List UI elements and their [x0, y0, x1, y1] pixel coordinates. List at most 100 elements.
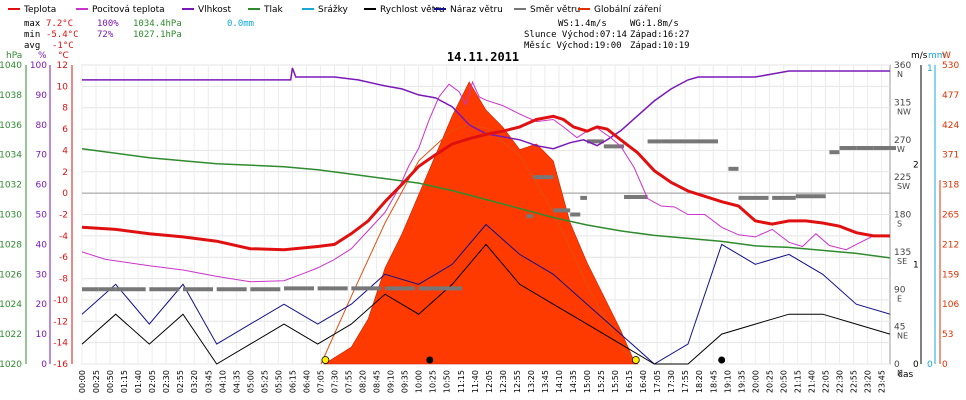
dir-name-label: W	[897, 145, 905, 154]
x-tick-label: 18:20	[695, 370, 704, 393]
dir-tick-label: 90	[894, 285, 906, 295]
hpa-tick-label: 1030	[0, 211, 22, 221]
stats-block: max 7.2°C 100% 1034.4hPa 0.0mm min -5.4°…	[24, 19, 254, 51]
x-tick-label: 05:25	[260, 370, 269, 393]
info-ws: WS:1.4m/s	[558, 19, 607, 29]
dir-name-label: NE	[897, 332, 908, 341]
x-tick-label: 15:50	[611, 370, 620, 393]
c-tick-label: -6	[59, 253, 68, 263]
x-tick-label: 08:20	[359, 370, 368, 393]
c-axis-label: °C	[58, 51, 69, 61]
dir-tick-label: 180	[894, 211, 911, 221]
hpa-tick-label: 1040	[0, 61, 22, 71]
ms-axis-label: m/s	[911, 51, 928, 61]
x-tick-label: 06:15	[288, 370, 297, 393]
legend: Teplota Pocitová teplota Vlhkost Tlak Srážky…	[8, 5, 662, 15]
stats-avg-label: avg	[24, 41, 40, 51]
pct-tick-label: 40	[36, 240, 48, 250]
dir-name-label: E	[897, 294, 902, 303]
x-tick-label: 02:30	[162, 370, 171, 393]
w-tick-label: 159	[942, 270, 959, 280]
series-solar-radiation	[323, 81, 639, 365]
w-axis-label: W	[942, 51, 951, 61]
x-tick-label: 22:30	[836, 370, 845, 393]
pct-tick-label: 80	[36, 121, 48, 131]
series-pressure	[81, 147, 891, 259]
series-clear-sky	[320, 124, 638, 365]
c-tick-label: -10	[53, 296, 68, 306]
x-tick-label: 19:35	[737, 370, 746, 393]
x-tick-label: 00:00	[78, 370, 87, 393]
stats-min-temp: -5.4°C	[46, 30, 79, 40]
x-tick-label: 16:40	[639, 370, 648, 393]
x-tick-label: 16:15	[625, 370, 634, 393]
x-tick-label: 12:55	[513, 370, 522, 393]
series-feels-like	[81, 80, 891, 283]
chart-title: 14.11.2011	[447, 50, 519, 64]
dir-tick-label: 135	[894, 248, 911, 258]
info-moon: Měsíc Východ:19:00	[524, 41, 622, 51]
ms-tick-label: 2	[913, 161, 919, 171]
pct-axis-label: %	[38, 51, 47, 61]
x-tick-label: 15:00	[583, 370, 592, 393]
pct-tick-label: 70	[36, 151, 48, 161]
mm-tick-label: 1	[927, 64, 933, 74]
c-tick-label: -2	[59, 211, 68, 221]
c-tick-label: 0	[62, 189, 68, 199]
x-tick-label: 07:05	[316, 370, 325, 393]
x-tick-label: 02:55	[176, 370, 185, 393]
c-tick-label: 8	[62, 104, 68, 114]
c-tick-label: -14	[53, 339, 68, 349]
pct-tick-label: 100	[30, 61, 47, 71]
dir-tick-label: 45	[894, 323, 905, 333]
x-tick-label: 10:00	[415, 370, 424, 393]
legend-label: Rychlost větru	[380, 5, 445, 15]
x-tick-label: 10:25	[429, 370, 438, 393]
mm-tick-label: 0	[927, 360, 933, 370]
info-moon-set: Západ:10:19	[630, 41, 690, 51]
x-tick-label: 09:10	[387, 370, 396, 393]
sun-marker	[321, 356, 330, 364]
w-tick-label: 530	[942, 61, 959, 71]
c-tick-label: -16	[53, 360, 68, 370]
x-tick-label: 00:25	[92, 370, 101, 393]
x-tick-label: 10:50	[443, 370, 452, 393]
hpa-tick-label: 1026	[0, 270, 22, 280]
x-tick-label: 21:40	[807, 370, 816, 393]
x-tick-label: 13:45	[541, 370, 550, 393]
x-tick-label: 23:20	[864, 370, 873, 393]
x-tick-label: 00:50	[106, 370, 115, 393]
legend-label: Tlak	[263, 5, 284, 15]
dir-name-label: SE	[897, 257, 907, 266]
x-tick-label: 20:25	[765, 370, 774, 393]
pct-tick-label: 50	[36, 211, 48, 221]
stats-min-press: 1027.1hPa	[133, 30, 182, 40]
dir-name-label: S	[897, 220, 902, 229]
w-tick-label: 53	[942, 330, 953, 340]
x-tick-label: 20:00	[751, 370, 760, 393]
stats-max-label: max	[24, 19, 41, 29]
w-tick-label: 477	[942, 91, 959, 101]
stats-min-label: min	[24, 30, 40, 40]
x-tick-label: 18:45	[709, 370, 718, 393]
x-tick-label: 15:25	[597, 370, 606, 393]
c-tick-label: 12	[57, 61, 68, 71]
w-tick-label: 0	[942, 360, 948, 370]
x-tick-label: 04:10	[218, 370, 227, 393]
series-temperature	[81, 114, 890, 252]
w-tick-label: 265	[942, 211, 959, 221]
axes-layer: 1040103810361034103210301028102610241022…	[0, 61, 959, 393]
pct-tick-label: 20	[36, 300, 48, 310]
x-tick-label: 01:40	[134, 370, 143, 393]
moon-marker	[426, 356, 434, 364]
x-tick-label: 22:05	[821, 370, 830, 393]
info-sun-set: Západ:16:27	[630, 30, 690, 40]
series-humidity	[82, 67, 890, 150]
dir-tick-label: 270	[894, 136, 911, 146]
sun-marker	[631, 356, 640, 364]
legend-label: Teplota	[23, 5, 56, 15]
c-tick-label: 6	[62, 125, 68, 135]
series-wind-speed	[81, 243, 891, 365]
